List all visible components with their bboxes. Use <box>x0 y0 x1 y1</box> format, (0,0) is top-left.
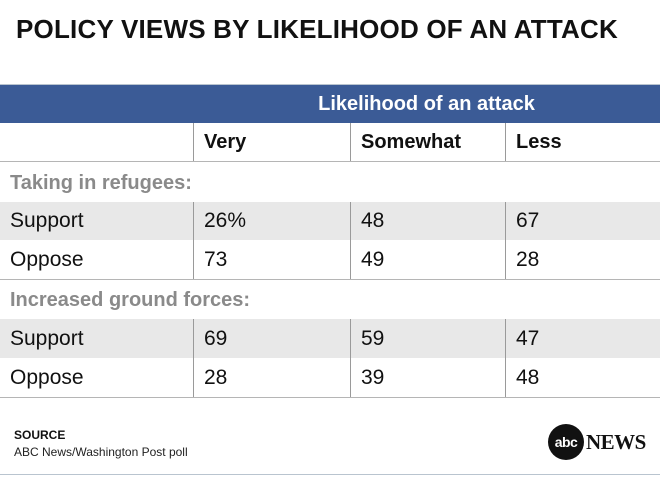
top-divider <box>0 84 660 85</box>
section-label-ground-forces: Increased ground forces: <box>10 289 251 311</box>
table-cell: 48 <box>505 358 660 397</box>
abc-logo-icon: abc <box>548 424 584 460</box>
table-cell: 26% <box>193 202 350 240</box>
table-cell: 49 <box>350 240 505 279</box>
column-header-row: Very Somewhat Less <box>0 123 660 161</box>
row-label: Support <box>10 209 84 232</box>
table-cell: 28 <box>505 240 660 279</box>
row-label: Oppose <box>10 365 84 389</box>
section-label-refugees: Taking in refugees: <box>10 172 192 194</box>
source-text: ABC News/Washington Post poll <box>14 445 188 459</box>
news-logo-text: NEWS <box>586 429 646 454</box>
row-divider <box>0 279 660 280</box>
table-cell: 67 <box>505 202 660 240</box>
table-cell: 69 <box>193 319 350 358</box>
table-row: Support 69 59 47 <box>0 319 660 358</box>
column-header-somewhat: Somewhat <box>350 123 505 161</box>
table-cell: 73 <box>193 240 350 279</box>
row-divider <box>0 161 660 162</box>
row-label: Support <box>10 326 84 350</box>
row-label: Oppose <box>10 247 84 271</box>
table-cell: 28 <box>193 358 350 397</box>
table-cell: 59 <box>350 319 505 358</box>
table-cell: 47 <box>505 319 660 358</box>
table-cell: 48 <box>350 202 505 240</box>
abc-news-logo: abc NEWS <box>548 424 646 460</box>
column-header-empty <box>0 123 193 161</box>
table-cell: 39 <box>350 358 505 397</box>
bottom-divider <box>0 474 660 475</box>
group-header-band: Likelihood of an attack <box>0 85 660 123</box>
table-row: Oppose 73 49 28 <box>0 240 660 279</box>
group-header-label: Likelihood of an attack <box>318 93 535 115</box>
source-heading: SOURCE <box>14 428 66 442</box>
column-header-very: Very <box>193 123 350 161</box>
table-row: Support 26% 48 67 <box>0 202 660 240</box>
row-divider <box>0 397 660 398</box>
chart-title: POLICY VIEWS BY LIKELIHOOD OF AN ATTACK <box>16 14 618 44</box>
table-row: Oppose 28 39 48 <box>0 358 660 397</box>
column-header-less: Less <box>505 123 660 161</box>
